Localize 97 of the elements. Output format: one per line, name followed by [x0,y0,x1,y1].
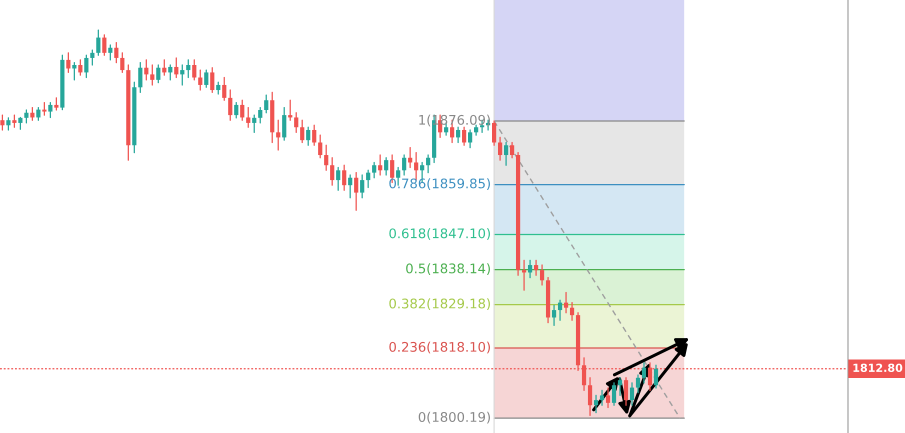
candlestick [540,264,544,286]
ref-line-label: 0.236(1818.10) [389,342,490,354]
candlestick [192,59,196,80]
candlestick [264,94,268,114]
candlestick [234,102,238,118]
candlestick [474,124,478,136]
ref-line-label: 0(1800.19) [418,412,490,424]
candlestick [18,116,22,130]
ref-line-label: 0.618(1847.10) [389,228,490,240]
candlestick [294,112,298,133]
candlestick [330,157,334,186]
candlestick [558,300,562,321]
candlestick [522,260,526,291]
candlestick [642,362,646,384]
candlestick [6,117,10,131]
candlestick [186,59,190,78]
candlestick [426,154,430,174]
candlestick [348,174,352,198]
candlestick [606,387,610,408]
candlestick [180,64,184,86]
candlestick [498,136,502,161]
candlestick [42,102,46,116]
candlestick [312,124,316,146]
candlestick [360,174,364,198]
candlestick [36,107,40,121]
candlestick [78,59,82,76]
candlestick [654,364,658,389]
candlestick [156,64,160,84]
candlestick [258,107,262,124]
candlestick [282,107,286,141]
candlestick [618,377,622,396]
candlestick [378,154,382,176]
candlestick [300,120,304,144]
candlestick [612,382,616,406]
candlestick [72,62,76,80]
candlestick [318,134,322,158]
candlestick [108,44,112,61]
candlestick [90,49,94,66]
candlestick [552,304,556,326]
candlestick [366,170,370,188]
candlestick [384,157,388,176]
candlestick [372,162,376,178]
candlestick [12,114,16,128]
candlestick [30,107,34,121]
candlestick [84,54,88,78]
candlestick [624,377,628,406]
candlestick [324,144,328,171]
candlestick [246,107,250,128]
candlestick [588,377,592,416]
candlestick [636,374,640,394]
candlestick [162,59,166,76]
ref-line-label: 1812.80 [853,364,902,372]
candlestick [138,62,142,94]
candlestick [492,120,496,146]
candlestick [504,142,508,166]
candlestick [342,164,346,191]
candlestick [144,59,148,80]
ref-line-label: 0.786(1859.85) [389,178,490,190]
candlestick [528,260,532,278]
candlestick [462,126,466,146]
candlestick [408,146,412,168]
candlestick [240,100,244,121]
candlestick [66,52,70,74]
candlestick [168,64,172,80]
candlestick [174,57,178,78]
candlestick [120,52,124,74]
candlestick [288,100,292,121]
candlestick [252,114,256,133]
candlestick [222,76,226,101]
candlestick [150,64,154,86]
candlestick [534,260,538,276]
candlestick [570,302,574,321]
candlestick [204,69,208,88]
candlestick [306,126,310,146]
candlestick [276,120,280,151]
candlestick [24,109,28,124]
candlestick [96,30,100,56]
candlestick [456,126,460,144]
candlestick [48,102,52,118]
candlestick [510,142,514,158]
candlestick [114,42,118,64]
candlestick [594,394,598,414]
candlestick [216,82,220,95]
candlestick [198,69,202,91]
candlestick [354,172,358,211]
candlestick [228,89,232,121]
ref-line-label: 0.382(1829.18) [389,298,490,310]
ref-line-label: 0.5(1838.14) [406,263,490,275]
candlestick [210,67,214,94]
candlestick [630,382,634,406]
candlestick [564,292,568,314]
candlestick [336,166,340,191]
candlestick [0,114,4,131]
candlestick [402,154,406,176]
candlestick [102,34,106,56]
candlestick [468,129,472,148]
candlestick [600,390,604,406]
